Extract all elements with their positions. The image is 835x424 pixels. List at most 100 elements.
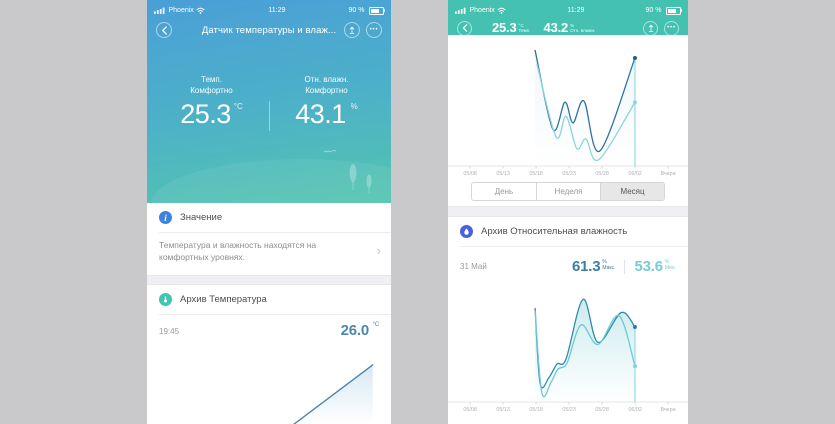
more-button[interactable]: ••• [366, 22, 382, 38]
vertical-divider [624, 259, 626, 274]
status-bar: Phoenix 11:29 90 % [448, 0, 688, 18]
hum-unit: % [350, 102, 358, 111]
humidity-month-chart[interactable]: 05/08 05/13 05/18 05/23 05/28 06/02 Вчера [448, 282, 688, 414]
temp-archive-title: Архив Температура [180, 294, 267, 305]
humidity-archive-header: Архив Относительная влажность [448, 217, 688, 246]
nav-humidity: 43.2 % Отн. влажн. [544, 21, 596, 35]
back-button[interactable] [156, 22, 172, 38]
humidity-reading: Отн. влажн. Комфортно 43.1% [275, 75, 379, 130]
tab-week[interactable]: Неделя [536, 183, 600, 200]
status-time: 11:29 [268, 7, 286, 14]
status-left: Phoenix [154, 7, 205, 14]
temperature-reading: Темп. Комфортно 25.3 °C [160, 75, 264, 130]
nav-actions: ••• [643, 20, 679, 36]
battery-percent: 90 % [645, 7, 662, 14]
right-header: Phoenix 11:29 90 % 25.3 °C [448, 0, 688, 38]
carrier-label: Phoenix [168, 7, 194, 14]
reading-time: 19:45 [159, 327, 180, 336]
value-detail-row[interactable]: Температура и влажность находятся на ком… [147, 233, 391, 275]
status-time: 11:29 [567, 7, 585, 14]
temp-value-number: 25.3 [180, 99, 231, 129]
max-humidity: 61.3 % Макс. [571, 258, 616, 275]
nav-bar: Датчик температуры и влаж... ••• [147, 18, 391, 42]
svg-text:06/02: 06/02 [628, 407, 642, 413]
temp-unit: °C [233, 102, 243, 111]
svg-text:05/18: 05/18 [529, 407, 543, 413]
tab-day[interactable]: День [472, 183, 536, 200]
thermometer-icon [159, 293, 172, 306]
cellular-signal-icon [455, 7, 466, 14]
status-right: 90 % [349, 6, 386, 15]
temp-archive-reading-row: 19:45 26.0 °C [147, 315, 391, 339]
wifi-icon [196, 7, 205, 14]
status-bar: Phoenix 11:29 90 % [147, 0, 391, 18]
chevron-right-icon: › [376, 243, 381, 258]
hum-value-number: 43.1 [295, 99, 346, 129]
selected-date: 31 Май [460, 262, 487, 271]
water-drop-icon [460, 225, 473, 238]
value-section-title: Значение [180, 212, 223, 223]
temp-archive-chart[interactable] [147, 342, 391, 424]
nav-temp-value: 25.3 [492, 20, 517, 35]
hum-status-text: Комфортно [305, 85, 348, 95]
svg-text:05/23: 05/23 [562, 407, 576, 413]
left-hero-header: Phoenix 11:29 90 % Датчик температуры и … [147, 0, 391, 203]
svg-text:05/28: 05/28 [595, 407, 609, 413]
share-up-arrow-icon [349, 26, 355, 34]
more-button[interactable]: ••• [664, 20, 679, 36]
svg-text:Вчера: Вчера [660, 407, 675, 413]
section-gap [147, 275, 391, 285]
svg-text:Вчера: Вчера [660, 171, 675, 177]
temp-archive-card: Архив Температура 19:45 26.0 °C [147, 285, 391, 424]
share-button[interactable] [643, 20, 658, 36]
period-tabs: День Неделя Месяц [448, 178, 688, 206]
right-phone-screen: Phoenix 11:29 90 % 25.3 °C [448, 0, 688, 424]
nav-readings: 25.3 °C Темп. 43.2 % Отн. влажн. [492, 21, 595, 35]
temp-label-text: Темп. [201, 75, 222, 84]
section-gap [448, 206, 688, 217]
nav-hum-unit-label: % Отн. влажн. [570, 22, 596, 33]
hero-readings: Темп. Комфортно 25.3 °C Отн. влажн. Комфо… [147, 75, 391, 131]
humidity-stats-row: 31 Май 61.3 % Макс. 53.6 % М [448, 247, 688, 280]
humidity-label: Отн. влажн. Комфортно [275, 75, 379, 96]
battery-icon [368, 6, 386, 15]
svg-text:06/02: 06/02 [628, 171, 642, 177]
divider [159, 232, 391, 233]
ellipsis-icon: ••• [667, 25, 676, 31]
trees-illustration [349, 164, 372, 193]
temperature-month-chart[interactable]: 05/08 05/13 05/18 05/23 05/28 06/02 Вчера [448, 38, 688, 178]
status-left: Phoenix [455, 7, 506, 14]
carrier-label: Phoenix [469, 7, 495, 14]
temperature-value: 25.3 °C [180, 99, 243, 130]
min-humidity: 53.6 % Мин. [634, 258, 676, 275]
svg-text:05/13: 05/13 [496, 407, 510, 413]
value-section-header: i Значение [147, 203, 391, 232]
back-button[interactable] [457, 20, 472, 36]
svg-text:05/08: 05/08 [463, 407, 477, 413]
nav-temp-unit-label: °C Темп. [518, 22, 531, 33]
humidity-archive-card: Архив Относительная влажность 31 Май 61.… [448, 217, 688, 414]
share-button[interactable] [344, 22, 360, 38]
svg-text:05/23: 05/23 [562, 171, 576, 177]
temp-archive-header: Архив Температура [147, 285, 391, 314]
reading-unit: °C [372, 322, 380, 328]
tab-month[interactable]: Месяц [600, 183, 664, 200]
nav-bar: 25.3 °C Темп. 43.2 % Отн. влажн. [448, 18, 688, 38]
page-title: Датчик температуры и влаж... [201, 24, 337, 36]
segmented-control: День Неделя Месяц [471, 182, 665, 201]
cellular-signal-icon [154, 7, 165, 14]
value-card: i Значение Температура и влажность наход… [147, 203, 391, 275]
birds-illustration [323, 149, 336, 153]
svg-text:05/18: 05/18 [529, 171, 543, 177]
hum-label-text: Отн. влажн. [304, 75, 349, 84]
nav-actions: ••• [344, 22, 382, 38]
left-phone-screen: Phoenix 11:29 90 % Датчик температуры и … [147, 0, 391, 424]
reading-value: 26.0 °C [340, 322, 380, 339]
battery-icon [665, 6, 683, 15]
max-min-group: 61.3 % Макс. 53.6 % Мин. [572, 259, 676, 274]
vertical-divider [268, 101, 270, 131]
value-description: Температура и влажность находятся на ком… [159, 240, 317, 262]
reading-number: 26.0 [340, 322, 370, 339]
svg-text:05/13: 05/13 [496, 171, 510, 177]
